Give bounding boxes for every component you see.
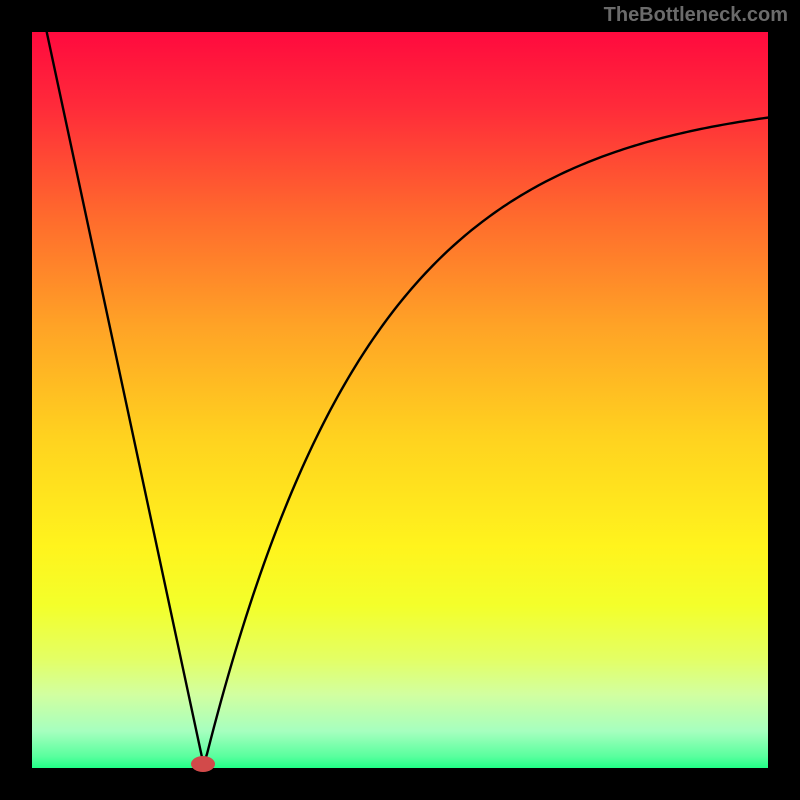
watermark-text: TheBottleneck.com (604, 4, 788, 27)
gradient-background (32, 32, 768, 768)
minimum-marker (191, 756, 215, 772)
chart-frame: TheBottleneck.com (0, 0, 800, 800)
chart-svg (32, 32, 768, 768)
plot-area (32, 32, 768, 768)
